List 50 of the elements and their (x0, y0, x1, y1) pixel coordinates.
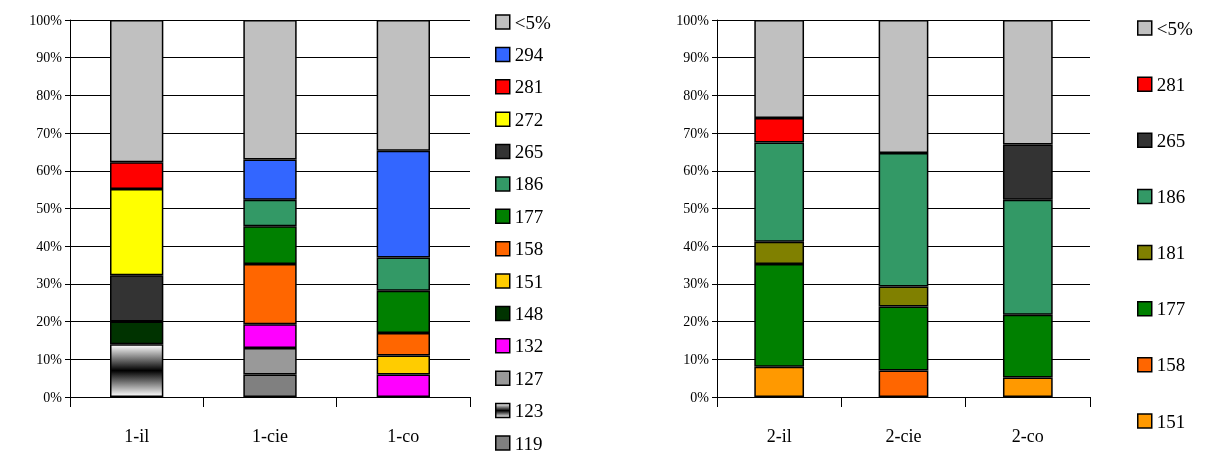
legend-label: 272 (514, 108, 544, 130)
x-tick-label: 1-cie (252, 426, 288, 446)
legend-label: 181 (1156, 242, 1186, 264)
x-tick-label: 2-co (1011, 426, 1044, 446)
legend-label: 177 (514, 205, 544, 227)
y-tick-label: 50% (36, 201, 63, 216)
legend-label: 132 (514, 335, 544, 357)
y-tick-label: 20% (36, 314, 63, 330)
legend-label: 265 (1156, 129, 1186, 151)
y-tick-label: 30% (683, 276, 710, 292)
y-tick-label: 80% (36, 87, 63, 103)
y-tick-label: 10% (36, 351, 63, 367)
y-tick-label: 0% (690, 389, 710, 405)
y-tick-label: 70% (36, 125, 63, 141)
y-tick-label: 60% (683, 163, 710, 179)
y-tick-label: 100% (29, 12, 63, 28)
legend-label: <5% (1156, 17, 1193, 39)
legend-label: 158 (1156, 354, 1186, 376)
legend-label: 119 (514, 432, 543, 454)
legend-label: 281 (514, 76, 544, 98)
y-tick-label: 90% (683, 50, 710, 66)
y-tick-label: 50% (683, 201, 710, 216)
x-tick-label: 2-cie (885, 426, 922, 446)
x-tick-label: 1-il (124, 426, 150, 446)
x-tick-label: 2-il (766, 426, 792, 446)
legend-label: 294 (514, 43, 544, 65)
legend-label: 186 (1156, 185, 1186, 207)
legend-label: 151 (514, 270, 544, 292)
y-tick-label: 40% (683, 238, 710, 254)
x-tick-label: 1-co (387, 426, 420, 446)
legend-label: 127 (514, 367, 544, 389)
y-tick-label: 0% (43, 389, 63, 405)
y-tick-label: 10% (683, 351, 710, 367)
y-tick-label: 70% (683, 125, 710, 141)
legend-label: 177 (1156, 298, 1186, 320)
legend-label: 186 (514, 173, 544, 195)
y-tick-label: 90% (36, 50, 63, 66)
legend-label: 123 (514, 400, 544, 422)
y-tick-label: 40% (36, 238, 63, 254)
legend-label: <5% (514, 11, 551, 33)
y-tick-label: 80% (683, 87, 710, 103)
legend-label: 151 (1156, 410, 1186, 432)
legend-label: 148 (514, 302, 544, 324)
y-tick-label: 20% (683, 314, 710, 330)
legend-label: 265 (514, 141, 544, 163)
y-tick-label: 60% (36, 163, 63, 179)
legend-label: 281 (1156, 73, 1186, 95)
y-tick-label: 30% (36, 276, 63, 292)
legend-label: 158 (514, 238, 544, 260)
y-tick-label: 100% (676, 12, 710, 28)
